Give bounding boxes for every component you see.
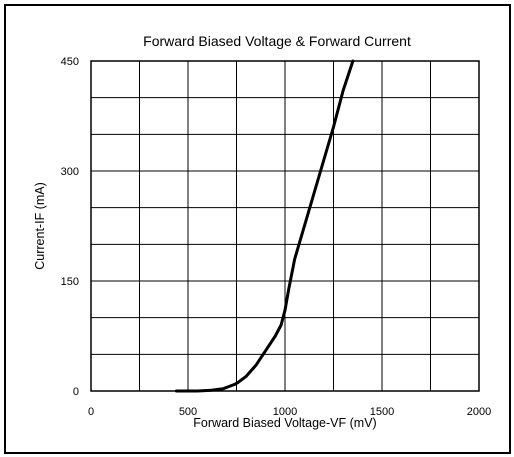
chart-frame: Forward Biased Voltage & Forward Current… <box>4 4 511 454</box>
y-axis-label: Current-IF (mA) <box>33 182 47 270</box>
grid <box>91 61 479 391</box>
y-tick-label: 0 <box>73 386 79 398</box>
x-tick-label: 0 <box>88 406 94 418</box>
x-tick-label: 1000 <box>273 406 297 418</box>
y-tick-label: 150 <box>61 276 79 288</box>
chart-title: Forward Biased Voltage & Forward Current <box>143 33 411 49</box>
y-tick-label: 450 <box>61 56 79 68</box>
x-tick-label: 1500 <box>370 406 394 418</box>
x-axis-label: Forward Biased Voltage-VF (mV) <box>193 416 376 430</box>
tick-labels: 0 500 1000 1500 2000 0 150 300 450 <box>61 56 492 418</box>
series-line <box>174 59 355 393</box>
x-tick-label: 500 <box>179 406 197 418</box>
plot-area <box>90 60 480 392</box>
y-tick-label: 300 <box>61 166 79 178</box>
chart-svg: Forward Biased Voltage & Forward Current… <box>33 33 492 430</box>
x-tick-label: 2000 <box>467 406 491 418</box>
